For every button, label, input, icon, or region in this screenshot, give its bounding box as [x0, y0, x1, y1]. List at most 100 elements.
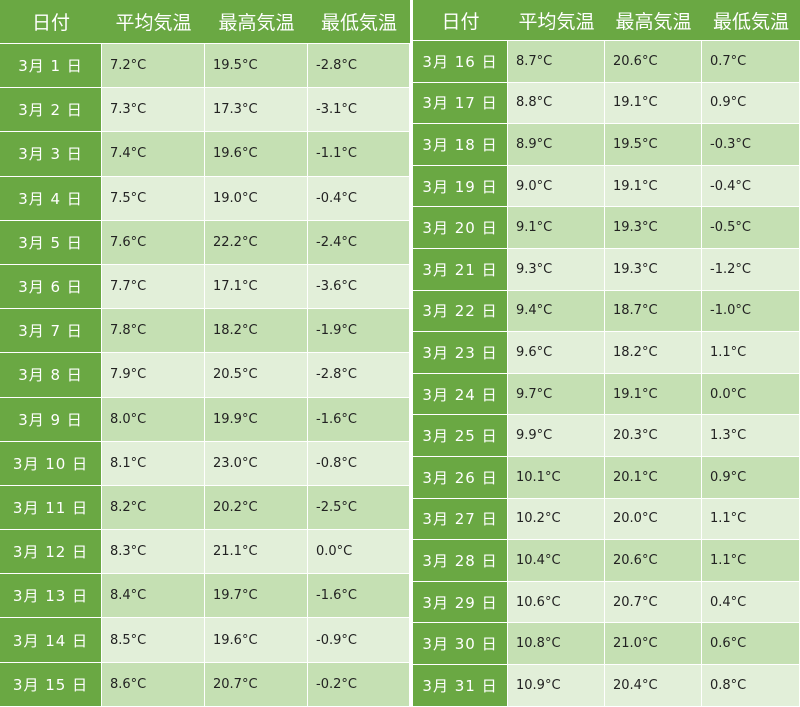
avg-temp-cell: 7.4°C — [102, 132, 205, 177]
date-cell: 3月 1 日 — [0, 44, 102, 89]
min-temp-cell: 0.0°C — [702, 373, 800, 416]
min-temp-cell: 0.7°C — [702, 41, 800, 83]
min-temp-cell: -0.3°C — [702, 124, 800, 166]
max-temp-cell: 20.2°C — [205, 485, 308, 531]
avg-temp-cell: 9.4°C — [508, 290, 605, 333]
min-temp-cell: -1.0°C — [702, 290, 800, 333]
max-temp-cell: 20.6°C — [605, 540, 702, 582]
min-temp-cell: 0.4°C — [702, 581, 800, 624]
avg-temp-cell: 8.7°C — [508, 41, 605, 83]
min-temp-cell: 1.1°C — [702, 498, 800, 541]
date-cell: 3月 11 日 — [0, 485, 102, 531]
date-cell: 3月 26 日 — [413, 456, 508, 499]
max-temp-cell: 19.5°C — [605, 124, 702, 166]
min-temp-cell: -1.2°C — [702, 248, 800, 291]
date-cell: 3月 30 日 — [413, 623, 508, 665]
max-temp-cell: 19.6°C — [205, 132, 308, 177]
min-temp-cell: -2.4°C — [308, 220, 410, 265]
avg-temp-cell: 8.2°C — [102, 485, 205, 531]
max-temp-cell: 19.3°C — [605, 248, 702, 291]
avg-temp-cell: 7.2°C — [102, 44, 205, 89]
avg-temp-cell: 7.7°C — [102, 264, 205, 310]
avg-temp-cell: 8.3°C — [102, 530, 205, 575]
date-cell: 3月 23 日 — [413, 332, 508, 374]
max-temp-cell: 19.7°C — [205, 574, 308, 619]
date-cell: 3月 24 日 — [413, 373, 508, 416]
avg-temp-cell: 8.4°C — [102, 574, 205, 619]
max-temp-cell: 19.1°C — [605, 165, 702, 208]
max-temp-cell: 19.3°C — [605, 207, 702, 249]
date-cell: 3月 27 日 — [413, 498, 508, 541]
date-cell: 3月 22 日 — [413, 290, 508, 333]
date-cell: 3月 14 日 — [0, 618, 102, 663]
date-cell: 3月 7 日 — [0, 309, 102, 354]
avg-temp-cell: 7.6°C — [102, 220, 205, 265]
date-cell: 3月 12 日 — [0, 530, 102, 575]
max-temp-cell: 20.7°C — [205, 662, 308, 707]
max-temp-cell: 19.1°C — [605, 82, 702, 125]
max-temp-cell: 20.1°C — [605, 456, 702, 499]
max-temp-cell: 18.2°C — [205, 309, 308, 354]
avg-temp-cell: 8.5°C — [102, 618, 205, 663]
avg-temp-cell: 10.1°C — [508, 456, 605, 499]
avg-temp-cell: 7.3°C — [102, 88, 205, 133]
max-temp-cell: 21.0°C — [605, 623, 702, 665]
date-cell: 3月 20 日 — [413, 207, 508, 249]
min-temp-cell: -1.6°C — [308, 574, 410, 619]
date-cell: 3月 28 日 — [413, 540, 508, 582]
max-temp-cell: 22.2°C — [205, 220, 308, 265]
max-temp-cell: 20.0°C — [605, 498, 702, 541]
date-cell: 3月 5 日 — [0, 220, 102, 265]
min-temp-cell: -1.1°C — [308, 132, 410, 177]
header-avg-temp: 平均気温 — [102, 0, 205, 44]
date-cell: 3月 16 日 — [413, 41, 508, 83]
max-temp-cell: 20.7°C — [605, 581, 702, 624]
date-cell: 3月 2 日 — [0, 88, 102, 133]
avg-temp-cell: 7.8°C — [102, 309, 205, 354]
min-temp-cell: 1.1°C — [702, 540, 800, 582]
max-temp-cell: 17.1°C — [205, 264, 308, 310]
min-temp-cell: -0.4°C — [702, 165, 800, 208]
min-temp-cell: -1.6°C — [308, 397, 410, 442]
min-temp-cell: 1.1°C — [702, 332, 800, 374]
date-cell: 3月 4 日 — [0, 176, 102, 221]
max-temp-cell: 19.0°C — [205, 176, 308, 221]
max-temp-cell: 23.0°C — [205, 441, 308, 486]
min-temp-cell: -2.5°C — [308, 485, 410, 531]
header-min-temp: 最低気温 — [308, 0, 410, 44]
date-cell: 3月 15 日 — [0, 662, 102, 707]
date-cell: 3月 13 日 — [0, 574, 102, 619]
date-cell: 3月 17 日 — [413, 82, 508, 125]
avg-temp-cell: 8.9°C — [508, 124, 605, 166]
date-cell: 3月 25 日 — [413, 415, 508, 457]
date-cell: 3月 3 日 — [0, 132, 102, 177]
max-temp-cell: 19.9°C — [205, 397, 308, 442]
date-cell: 3月 9 日 — [0, 397, 102, 442]
min-temp-cell: -3.6°C — [308, 264, 410, 310]
header-avg-temp: 平均気温 — [508, 0, 605, 41]
min-temp-cell: -2.8°C — [308, 353, 410, 398]
avg-temp-cell: 10.8°C — [508, 623, 605, 665]
avg-temp-cell: 10.2°C — [508, 498, 605, 541]
date-cell: 3月 19 日 — [413, 165, 508, 208]
max-temp-cell: 19.6°C — [205, 618, 308, 663]
header-min-temp: 最低気温 — [702, 0, 800, 41]
avg-temp-cell: 7.5°C — [102, 176, 205, 221]
avg-temp-cell: 10.6°C — [508, 581, 605, 624]
avg-temp-cell: 9.0°C — [508, 165, 605, 208]
min-temp-cell: -0.5°C — [702, 207, 800, 249]
avg-temp-cell: 10.9°C — [508, 664, 605, 707]
temperature-table-left: 日付 平均気温 最高気温 最低気温 3月 1 日 7.2°C 19.5°C -2.8°C 3月 … — [0, 0, 410, 707]
min-temp-cell: -1.9°C — [308, 309, 410, 354]
min-temp-cell: 0.0°C — [308, 530, 410, 575]
max-temp-cell: 19.1°C — [605, 373, 702, 416]
avg-temp-cell: 9.3°C — [508, 248, 605, 291]
date-cell: 3月 29 日 — [413, 581, 508, 624]
temperature-table-right: 日付 平均気温 最高気温 最低気温 3月 16 日 8.7°C 20.6°C 0.7°C 3月 … — [413, 0, 800, 707]
min-temp-cell: -2.8°C — [308, 44, 410, 89]
avg-temp-cell: 9.9°C — [508, 415, 605, 457]
header-date: 日付 — [0, 0, 102, 44]
min-temp-cell: 0.6°C — [702, 623, 800, 665]
min-temp-cell: 0.9°C — [702, 456, 800, 499]
max-temp-cell: 20.3°C — [605, 415, 702, 457]
